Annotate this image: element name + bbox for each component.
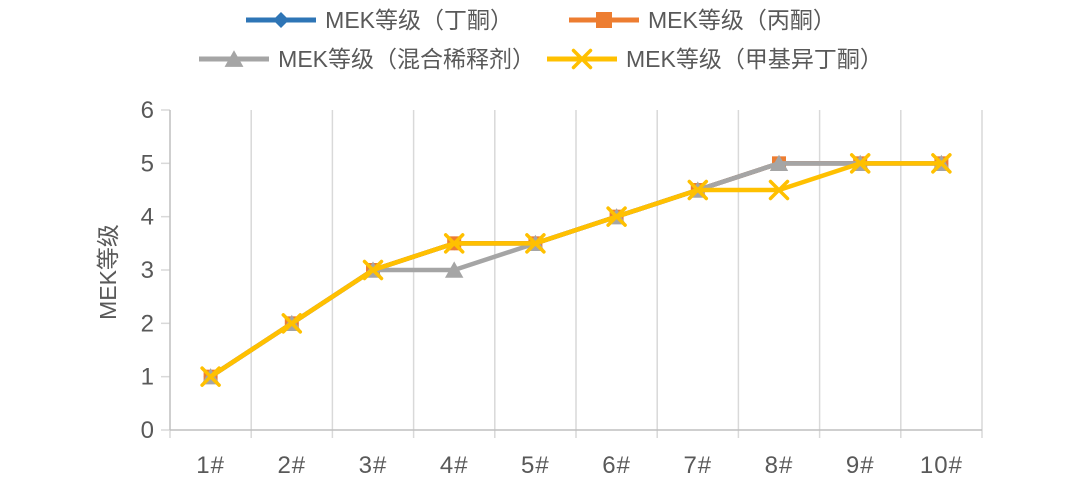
x-marker <box>443 233 465 254</box>
y-tick-label: 5 <box>141 150 154 177</box>
x-marker <box>525 233 546 254</box>
y-tick-label: 2 <box>141 310 154 337</box>
x-marker <box>362 259 384 281</box>
y-axis-title: MEK等级 <box>95 224 121 320</box>
series-3-line <box>208 161 944 379</box>
legend-label: MEK等级（甲基异丁酮） <box>626 46 883 72</box>
legend-item-1: MEK等级（丙酮） <box>567 5 836 35</box>
legend-label: MEK等级（丙酮） <box>648 7 836 33</box>
chart-legend: MEK等级（丁酮） MEK等级（丙酮） MEK等级（混合稀释剂） MEK等级（甲基异丁… <box>0 5 1080 74</box>
series-3 <box>200 153 952 387</box>
x-tick-label: 8# <box>765 452 794 479</box>
legend-row: MEK等级（丁酮） MEK等级（丙酮） <box>244 5 836 35</box>
x-tick-label: 3# <box>359 452 388 479</box>
square-marker <box>596 12 612 28</box>
legend-item-3: MEK等级（甲基异丁酮） <box>545 44 883 74</box>
legend-row: MEK等级（混合稀释剂） MEK等级（甲基异丁酮） <box>197 44 883 74</box>
legend-item-0: MEK等级（丁酮） <box>244 5 513 35</box>
triangle-marker <box>769 154 789 172</box>
x-tick-label: 5# <box>521 452 550 479</box>
y-tick-label: 6 <box>141 97 154 124</box>
y-tick-label: 3 <box>141 257 154 284</box>
x-tick-label: 7# <box>683 452 712 479</box>
x-tick-label: 10# <box>920 452 963 479</box>
x-marker <box>687 179 709 201</box>
legend-swatch-x-icon <box>547 48 617 70</box>
x-tick-label: 4# <box>440 452 469 479</box>
diamond-marker <box>273 12 290 28</box>
x-tick-label: 9# <box>846 452 875 479</box>
x-tick-label: 2# <box>277 452 306 479</box>
x-marker <box>849 153 871 174</box>
x-marker <box>768 179 790 201</box>
x-marker <box>606 206 627 227</box>
triangle-marker <box>444 261 464 278</box>
legend-label: MEK等级（混合稀释剂） <box>278 46 535 72</box>
legend-item-2: MEK等级（混合稀释剂） <box>197 44 535 74</box>
x-tick-label: 6# <box>602 452 631 479</box>
legend-swatch-diamond-icon <box>246 12 317 28</box>
legend-label: MEK等级（丁酮） <box>325 7 513 33</box>
legend-swatch-triangle-icon <box>199 50 270 67</box>
y-tick-label: 1 <box>141 364 154 391</box>
x-marker <box>931 153 952 174</box>
x-marker <box>200 366 221 387</box>
x-tick-label: 1# <box>196 452 225 479</box>
triangle-marker <box>224 50 244 67</box>
y-tick-label: 0 <box>141 417 154 444</box>
y-tick-label: 4 <box>141 204 154 231</box>
x-marker <box>571 48 593 70</box>
x-marker <box>281 313 303 334</box>
legend-swatch-square-icon <box>569 12 639 28</box>
